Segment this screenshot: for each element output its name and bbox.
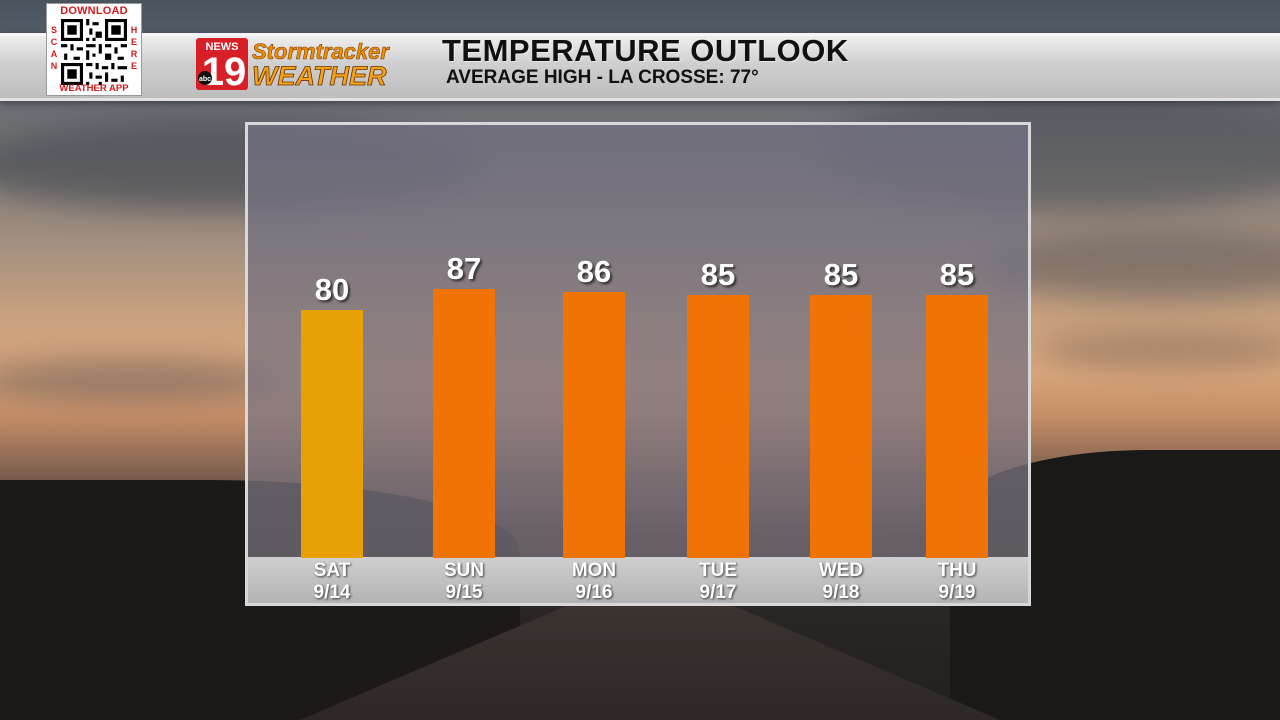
- x-tick-day: WED: [818, 560, 864, 581]
- bar-wed: [810, 295, 872, 558]
- bar-value-label: 87: [446, 251, 482, 286]
- page-subtitle: AVERAGE HIGH - LA CROSSE: 77°: [446, 67, 759, 88]
- qr-bottom-label: WEATHER APP: [59, 83, 129, 94]
- bar-value-label: 85: [823, 257, 859, 292]
- x-tick-label: THU 9/19: [907, 560, 1007, 604]
- x-tick-date: 9/18: [822, 582, 860, 603]
- bar-value-label: 80: [314, 272, 350, 307]
- bar-sat: [301, 310, 363, 558]
- logo-network-text: abc: [199, 76, 211, 83]
- app-download-qr[interactable]: DOWNLOAD SCAN HERE WEATHER APP: [46, 3, 142, 96]
- logo-stormtracker-text: Stormtracker: [252, 39, 390, 64]
- qr-right-label: HERE: [130, 25, 138, 71]
- logo-news-text: NEWS: [206, 41, 239, 53]
- news19-stormtracker-logo: NEWS 19 abc Stormtracker WEATHER: [196, 38, 391, 90]
- bar-mon: [563, 292, 625, 558]
- x-tick-day: SAT: [313, 560, 351, 581]
- temperature-chart: 80 SAT 9/14 87 SUN 9/15 86 MON 9/16 85 TUE 9/17 85 WE…: [245, 122, 1031, 606]
- x-tick-date: 9/19: [938, 582, 976, 603]
- x-tick-label: SAT 9/14: [282, 560, 382, 604]
- x-tick-day: TUE: [699, 560, 737, 581]
- page-title: TEMPERATURE OUTLOOK: [442, 33, 849, 68]
- logo-weather-text: WEATHER: [252, 61, 387, 90]
- x-tick-label: TUE 9/17: [668, 560, 768, 604]
- x-tick-label: SUN 9/15: [414, 560, 514, 604]
- bar-tue: [687, 295, 749, 558]
- x-tick-date: 9/17: [699, 582, 737, 603]
- x-tick-day: SUN: [443, 560, 485, 581]
- x-tick-date: 9/14: [313, 582, 351, 603]
- bar-value-label: 85: [700, 257, 736, 292]
- qr-top-label: DOWNLOAD: [60, 5, 128, 17]
- x-tick-date: 9/16: [575, 582, 613, 603]
- bar-sun: [433, 289, 495, 558]
- bar-value-label: 85: [939, 257, 975, 292]
- qr-left-label: SCAN: [50, 25, 58, 71]
- x-axis-strip: [248, 557, 1028, 603]
- qr-code-icon: [61, 19, 127, 85]
- bar-thu: [926, 295, 988, 558]
- x-tick-label: WED 9/18: [791, 560, 891, 604]
- x-tick-date: 9/15: [445, 582, 483, 603]
- x-tick-day: THU: [937, 560, 977, 581]
- x-tick-label: MON 9/16: [544, 560, 644, 604]
- bar-value-label: 86: [576, 254, 612, 289]
- x-tick-day: MON: [571, 560, 617, 581]
